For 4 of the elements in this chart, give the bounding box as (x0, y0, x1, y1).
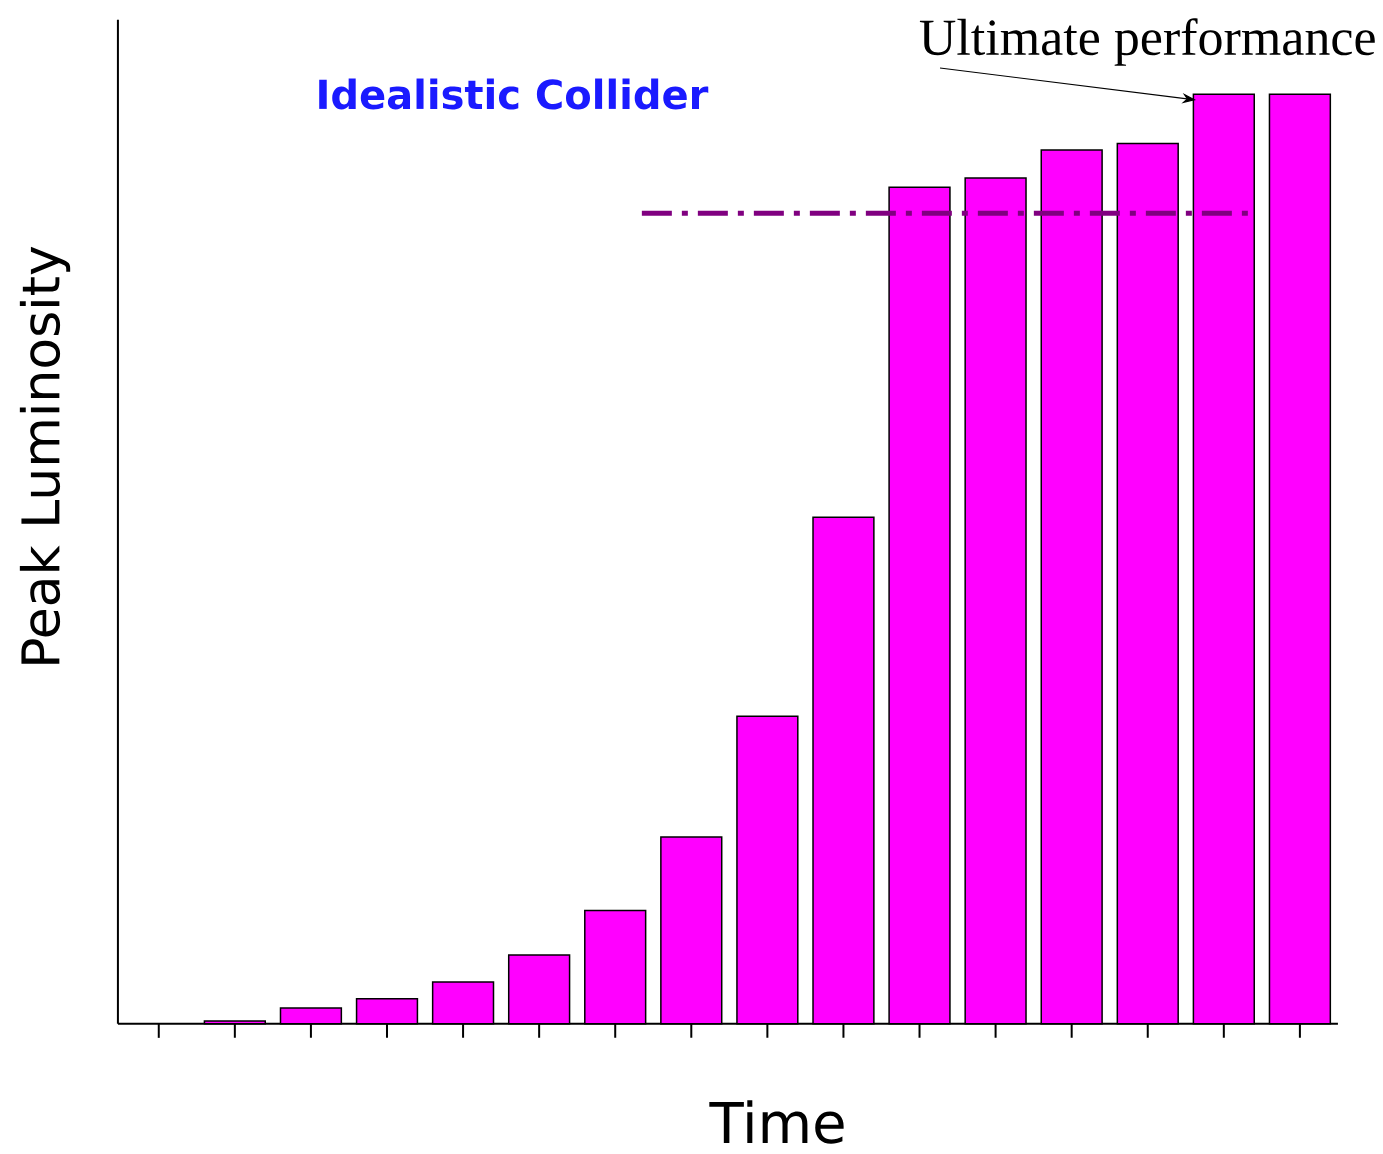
chart-title: Idealistic Collider (319, 78, 709, 110)
text: Ultimate performance (919, 18, 1375, 66)
y-axis-title: Peak Luminosity (19, 246, 71, 664)
x-axis-title: Time (709, 1100, 844, 1144)
